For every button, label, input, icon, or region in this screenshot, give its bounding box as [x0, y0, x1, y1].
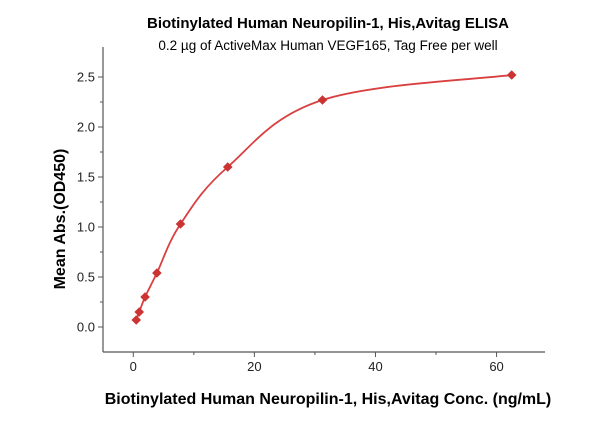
- data-point: [134, 307, 145, 317]
- data-point: [152, 268, 162, 278]
- data-point: [317, 95, 328, 105]
- x-tick-label: 0: [130, 359, 137, 374]
- chart-title: Biotinylated Human Neuropilin-1, His,Avi…: [147, 15, 509, 32]
- x-tick-label: 20: [247, 359, 261, 374]
- y-tick-label: 2.5: [77, 70, 95, 85]
- y-tick-label: 1.0: [77, 220, 95, 235]
- x-axis-title: Biotinylated Human Neuropilin-1, His,Avi…: [105, 391, 552, 408]
- y-tick-label: 0.0: [77, 320, 95, 335]
- data-point: [131, 315, 142, 325]
- data-point: [140, 292, 150, 302]
- y-tick-label: 1.5: [77, 170, 95, 185]
- x-tick-label: 60: [489, 359, 503, 374]
- y-tick-label: 0.5: [77, 270, 95, 285]
- fit-curve-line: [135, 74, 512, 321]
- y-axis-title: Mean Abs.(OD450): [52, 149, 69, 290]
- fit-curve-layer: [135, 74, 512, 321]
- data-point: [222, 162, 233, 172]
- data-point: [175, 219, 186, 229]
- x-tick-label: 40: [368, 359, 382, 374]
- y-tick-label: 2.0: [77, 120, 95, 135]
- data-points-layer: [131, 70, 517, 325]
- chart-subtitle: 0.2 µg of ActiveMax Human VEGF165, Tag F…: [158, 38, 497, 53]
- axes: 0 20 40 60 0.0 0.5 1.0 1.5 2.0 2.5: [77, 47, 545, 374]
- data-point: [506, 70, 517, 80]
